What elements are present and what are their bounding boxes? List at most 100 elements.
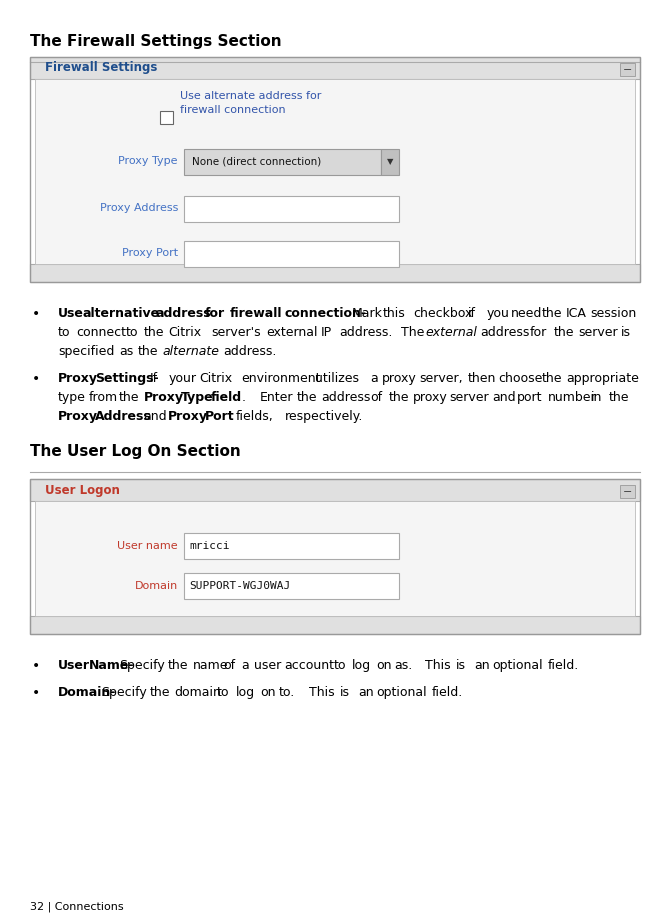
Text: Use: Use [58,307,84,320]
Text: Citrix: Citrix [199,372,232,385]
Text: log: log [352,659,371,672]
Text: need: need [511,307,542,320]
Text: as.: as. [395,659,413,672]
FancyBboxPatch shape [184,149,381,175]
Text: to.: to. [278,686,295,699]
Text: Port: Port [205,410,234,423]
Text: the: the [119,391,140,404]
Text: •: • [32,372,40,386]
Text: mricci: mricci [189,541,230,551]
Text: the: the [553,326,574,339]
Text: to: to [217,686,230,699]
Text: User name: User name [117,541,178,551]
Text: IP: IP [321,326,332,339]
Text: −: − [623,487,632,496]
Text: This: This [309,686,334,699]
FancyBboxPatch shape [35,501,635,616]
Text: Use alternate address for
firewall connection: Use alternate address for firewall conne… [180,91,322,115]
Text: the: the [297,391,317,404]
Text: this: this [383,307,405,320]
Text: name: name [193,659,228,672]
Text: •: • [32,307,40,321]
Text: Proxy Type: Proxy Type [119,156,178,166]
Text: of: of [370,391,383,404]
Text: •: • [32,659,40,673]
Text: alternative: alternative [82,307,159,320]
Text: firewall: firewall [229,307,282,320]
Text: the: the [541,307,562,320]
Text: Mark: Mark [352,307,383,320]
Text: address: address [156,307,212,320]
Text: the: the [137,345,158,358]
FancyBboxPatch shape [30,616,640,634]
Text: proxy: proxy [413,391,448,404]
Text: Specify: Specify [101,686,147,699]
Text: of: of [223,659,235,672]
Text: Proxy Address: Proxy Address [100,203,178,213]
Text: for: for [529,326,547,339]
Text: and: and [492,391,516,404]
FancyBboxPatch shape [184,573,399,599]
Text: in: in [590,391,602,404]
FancyBboxPatch shape [381,149,399,175]
FancyBboxPatch shape [184,241,399,267]
Text: If: If [150,372,158,385]
Text: the: the [150,686,170,699]
FancyBboxPatch shape [620,485,635,498]
FancyBboxPatch shape [35,79,635,264]
Text: is: is [621,326,631,339]
Text: None (direct connection): None (direct connection) [192,157,321,167]
Text: −: − [623,65,632,75]
Text: 32 | Connections: 32 | Connections [30,902,124,912]
Text: then: then [468,372,496,385]
Text: an: an [474,659,490,672]
Text: log: log [235,686,255,699]
Text: your: your [168,372,196,385]
Text: if: if [468,307,476,320]
Text: SUPPORT-WGJ0WAJ: SUPPORT-WGJ0WAJ [189,581,290,591]
Text: to: to [58,326,70,339]
FancyBboxPatch shape [30,57,640,79]
Text: as: as [119,345,133,358]
Text: specified: specified [58,345,115,358]
Text: environment: environment [242,372,321,385]
Text: on: on [377,659,392,672]
Text: user: user [254,659,281,672]
Text: field.: field. [431,686,462,699]
Text: the: the [389,391,409,404]
Text: is: is [456,659,466,672]
Text: is: is [340,686,350,699]
Text: optional: optional [492,659,543,672]
Text: you: you [486,307,509,320]
Text: for: for [205,307,225,320]
Text: .: . [242,391,246,404]
Text: server: server [578,326,618,339]
Text: to: to [125,326,138,339]
Text: external: external [425,326,477,339]
Text: Address: Address [94,410,151,423]
FancyBboxPatch shape [30,264,640,282]
Text: server: server [450,391,489,404]
Text: The User Log On Section: The User Log On Section [30,444,241,459]
Text: address: address [321,391,371,404]
FancyBboxPatch shape [620,63,635,76]
Text: appropriate: appropriate [566,372,639,385]
Text: connect: connect [76,326,127,339]
Text: field: field [211,391,242,404]
Bar [160,111,173,124]
FancyBboxPatch shape [184,533,399,559]
Text: a: a [370,372,378,385]
Text: account: account [285,659,334,672]
Text: User Logon: User Logon [45,483,120,496]
Text: Enter: Enter [260,391,293,404]
Text: the: the [143,326,164,339]
Text: the: the [609,391,629,404]
Text: Domain: Domain [135,581,178,591]
Text: checkbox: checkbox [413,307,472,320]
Text: choose: choose [498,372,543,385]
Text: server's: server's [211,326,261,339]
Text: address: address [480,326,530,339]
Text: the: the [541,372,562,385]
Text: and: and [143,410,168,423]
Text: optional: optional [377,686,427,699]
